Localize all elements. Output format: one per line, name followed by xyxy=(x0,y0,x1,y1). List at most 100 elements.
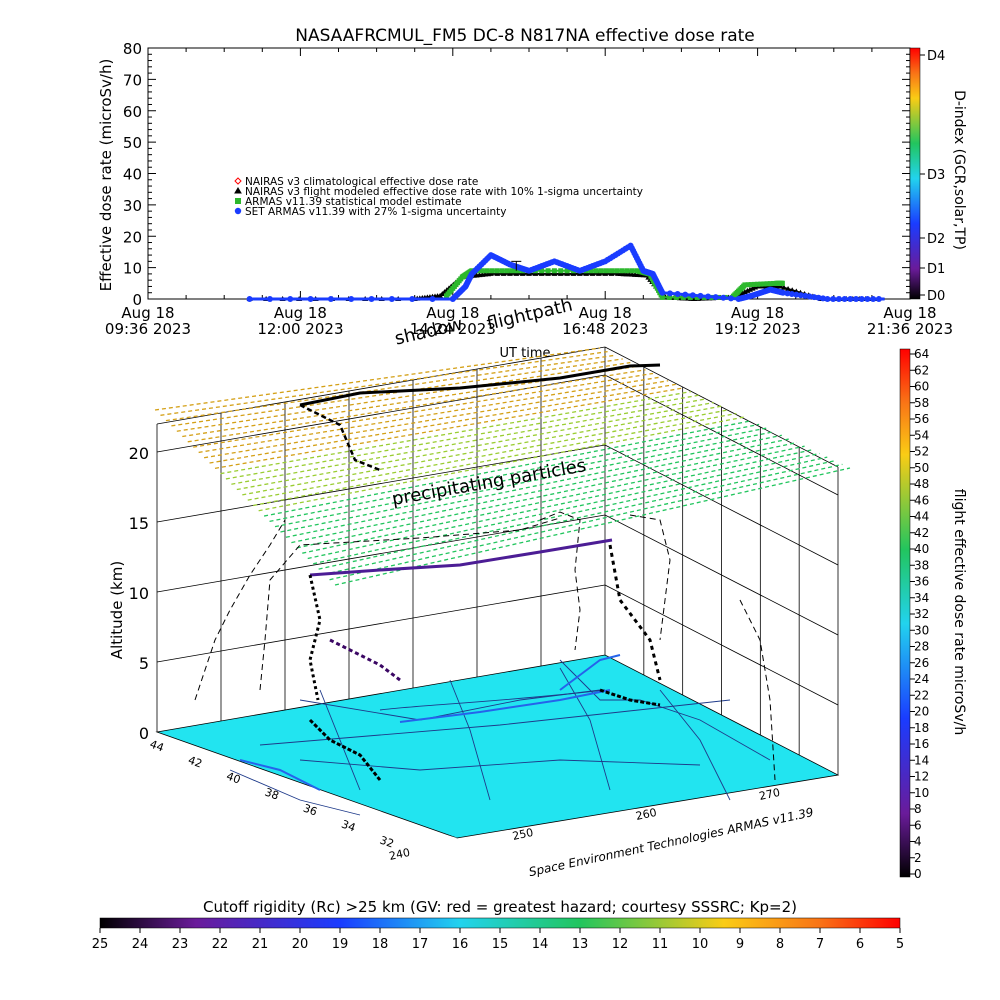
particle-flux-line xyxy=(160,350,608,416)
top-y-tick-label: 40 xyxy=(123,166,142,184)
state-boundary xyxy=(319,689,361,791)
particle-flux-line xyxy=(269,423,760,523)
rigidity-colorbar-tick-label: 17 xyxy=(412,937,429,952)
nairas-flight-marker xyxy=(538,270,545,276)
top-x-tick-time: 16:48 2023 xyxy=(562,320,648,338)
set-armas-marker xyxy=(409,296,416,302)
top-y-tick-label: 60 xyxy=(123,103,142,121)
nairas-flight-marker xyxy=(595,270,602,276)
latitude-tick-label: 36 xyxy=(301,802,319,819)
particle-flux-line xyxy=(247,409,729,501)
set-armas-marker xyxy=(847,296,854,302)
rigidity-colorbar-label: Cutoff rigidity (Rc) >25 km (GV: red = g… xyxy=(203,898,797,916)
set-armas-marker xyxy=(368,296,375,302)
coastline xyxy=(239,759,321,791)
set-armas-marker xyxy=(287,296,294,302)
set-armas-marker xyxy=(266,296,273,302)
set-armas-marker xyxy=(824,296,831,302)
set-armas-marker xyxy=(697,292,704,299)
top-y-tick-label: 0 xyxy=(132,291,142,309)
armas-model-marker xyxy=(624,268,630,274)
dose-colorbar-tick-label: 16 xyxy=(914,737,929,751)
legend-label: NAIRAS v3 flight modeled effective dose … xyxy=(245,186,643,198)
flight-track-leg2 xyxy=(608,544,662,681)
armas-model-marker xyxy=(479,268,485,274)
d-index-tick-label: D1 xyxy=(927,262,945,277)
shadow-track xyxy=(259,517,561,691)
dose-colorbar-tick-label: 12 xyxy=(914,770,929,784)
dose-colorbar-tick-label: 18 xyxy=(914,721,929,735)
set-armas-marker xyxy=(793,291,800,298)
latitude-tick-label: 34 xyxy=(340,818,358,835)
set-armas-marker xyxy=(705,293,712,300)
coastline xyxy=(559,654,621,691)
legend-marker xyxy=(234,177,242,185)
state-boundary xyxy=(449,679,491,801)
particle-flux-line xyxy=(296,441,798,549)
armas-model-marker xyxy=(504,268,510,274)
shadow-track-layer xyxy=(194,511,776,781)
d-index-tick-label: D2 xyxy=(927,232,945,247)
state-boundary xyxy=(559,659,771,761)
nairas-flight-marker xyxy=(494,270,501,276)
top-x-tick-time: 19:12 2023 xyxy=(715,320,801,338)
d-index-ticks: D0 D1 D2 D3 D4 xyxy=(920,49,945,304)
armas-model-marker xyxy=(659,294,665,300)
nairas-flight-marker xyxy=(500,270,507,276)
armas-model-marker xyxy=(551,268,557,274)
top-x-tick-date: Aug 18 xyxy=(426,304,479,322)
armas-model-marker xyxy=(499,268,505,274)
set-armas-marker xyxy=(853,296,860,302)
dose-colorbar-tick-label: 36 xyxy=(914,575,929,589)
rigidity-colorbar-tick-label: 8 xyxy=(776,937,784,952)
armas-model-marker xyxy=(619,268,625,274)
d-index-tick-label: D3 xyxy=(927,168,945,183)
set-armas-marker xyxy=(727,295,734,302)
set-armas-marker xyxy=(802,292,809,299)
particle-flux-line xyxy=(236,401,714,491)
state-boundary xyxy=(559,667,611,791)
dose-colorbar-tick-label: 48 xyxy=(914,477,929,491)
legend-label: ARMAS v11.39 statistical model estimate xyxy=(245,196,462,208)
rigidity-colorbar-tick-label: 19 xyxy=(332,937,349,952)
nairas-flight-marker xyxy=(545,270,552,276)
top-x-tick-time: 21:36 2023 xyxy=(867,320,953,338)
set-armas-marker xyxy=(348,296,355,302)
armas-model-marker xyxy=(751,281,757,287)
top-y-tick-label: 30 xyxy=(123,197,142,215)
d-index-colorbar xyxy=(909,47,921,300)
top-x-tick-time: 09:36 2023 xyxy=(105,320,191,338)
particle-flux-line xyxy=(302,445,805,554)
rigidity-map-surface xyxy=(155,654,840,839)
precipitating-particles-layer xyxy=(154,347,851,586)
rigidity-colorbar-tick-label: 22 xyxy=(212,937,229,952)
dose-rate-colorbar xyxy=(899,348,911,878)
set-armas-marker xyxy=(870,296,877,302)
armas-model-marker xyxy=(489,268,495,274)
armas-model-marker xyxy=(494,268,500,274)
dose-colorbar-tick-label: 26 xyxy=(914,656,929,670)
dose-colorbar-tick-label: 54 xyxy=(914,428,929,442)
set-armas-marker xyxy=(811,294,818,301)
particle-flux-line xyxy=(171,358,623,427)
flight-track-cruise xyxy=(309,538,613,577)
dose-colorbar-tick-label: 8 xyxy=(914,802,922,816)
dose-colorbar-tick-label: 32 xyxy=(914,607,929,621)
flight-track-upper xyxy=(299,363,661,407)
set-armas-marker xyxy=(682,291,689,298)
dose-colorbar-tick-label: 14 xyxy=(914,753,929,767)
armas-model-marker xyxy=(764,281,770,287)
flight-track-leg xyxy=(329,638,401,682)
latitude-axis: 44 42 40 38 36 34 32 xyxy=(148,738,396,851)
dose-colorbar-tick-label: 60 xyxy=(914,380,929,394)
rigidity-colorbar-tick-label: 11 xyxy=(652,937,669,952)
legend-entry: ARMAS v11.39 statistical model estimate xyxy=(235,196,462,208)
armas-model-marker xyxy=(761,281,767,287)
dose-colorbar-tick-label: 50 xyxy=(914,461,929,475)
rigidity-colorbar-tick-label: 25 xyxy=(92,937,109,952)
nairas-flight-marker xyxy=(564,270,571,276)
dose-colorbar-tick-label: 38 xyxy=(914,558,929,572)
3d-box-frame xyxy=(156,346,839,775)
top-legend: NAIRAS v3 climatological effective dose … xyxy=(234,176,643,218)
